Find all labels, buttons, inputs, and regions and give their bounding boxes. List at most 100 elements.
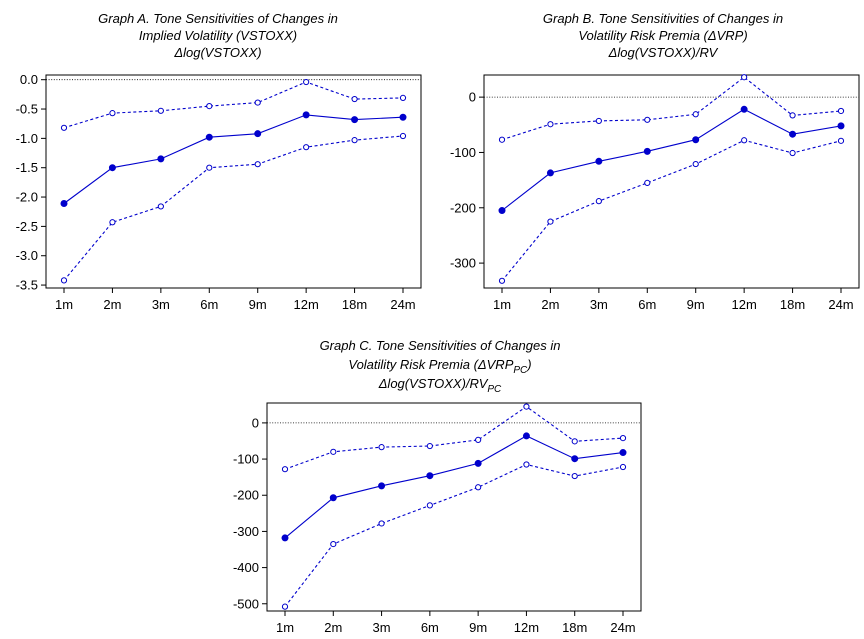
graph-c-upper-point [378, 444, 385, 451]
graph-c-upper-line [284, 405, 624, 470]
graph-a-y-tick-label: -2.5 [16, 219, 38, 234]
graph-a-lower-line [63, 135, 404, 281]
graph-b-x-tick-label: 1m [493, 297, 511, 312]
graph-c-y-tick-label: -400 [233, 560, 259, 575]
graph-a-x-tick-label: 12m [293, 297, 318, 312]
graph-b-estimate-point [498, 207, 506, 215]
graph-c-estimate-point [619, 449, 627, 457]
graph-a-x-tick-label: 1m [55, 297, 73, 312]
graph-a-y-tick-label: -2.0 [16, 190, 38, 205]
graph-c-upper-point [330, 448, 337, 455]
graph-b-estimate-point [595, 157, 603, 165]
graph-c-y-tick-label: -500 [233, 596, 259, 611]
graph-b-x-tick-label: 12m [731, 297, 756, 312]
graph-a-x-tick-label: 18m [342, 297, 367, 312]
graph-b-x-tick-label: 18m [780, 297, 805, 312]
graph-a-estimate-line [63, 114, 404, 204]
graph-b-estimate-point [789, 130, 797, 138]
graph-a-estimate-point [351, 116, 359, 124]
graph-c-upper-point [619, 434, 627, 442]
graph-a-estimate-point [205, 133, 213, 141]
graph-c-title-line-2-main: Volatility Risk Premia (ΔVRP [348, 357, 513, 372]
graph-b-y-tick-label: 0 [469, 90, 476, 105]
graph-a-upper-point [254, 99, 261, 106]
graph-c-estimate-point [474, 459, 482, 467]
graph-b-x-tick-label: 2m [541, 297, 559, 312]
graph-a-upper-line [63, 81, 404, 129]
graph-b-upper-point [547, 121, 554, 128]
graph-a-upper-point [109, 110, 116, 117]
graph-c-estimate-point [426, 472, 434, 480]
graph-a-estimate-point [254, 130, 262, 138]
graph-c-lower-point [619, 463, 627, 471]
graph-b-upper-point [837, 107, 845, 115]
graph-a-upper-point [206, 102, 213, 110]
graph-b-estimate-point [837, 122, 845, 130]
graph-c-upper-point [426, 442, 433, 450]
graph-a-upper-point [157, 107, 164, 114]
graph-c-upper-point [523, 403, 530, 410]
graph-a-x-tick-label: 9m [249, 297, 267, 312]
graph-c-estimate-point [378, 482, 386, 490]
graph-a-y-tick-label: -1.0 [16, 131, 38, 146]
graph-c-title-line-3-main: Δlog(VSTOXX)/RV [378, 376, 489, 391]
graph-a-y-tick-label: 0.0 [20, 72, 38, 87]
graph-c-lower-point [426, 502, 433, 509]
graph-a-x-tick-label: 3m [152, 297, 170, 312]
graph-b-estimate-line [501, 108, 842, 211]
graph-b-lower-point [692, 160, 699, 168]
graph-c-estimate-point [571, 455, 579, 463]
graph-a-lower-point [351, 137, 358, 144]
graph-a: Graph A. Tone Sensitivities of Changes i… [16, 11, 422, 312]
graph-b-y-tick-label: -200 [450, 200, 476, 215]
graph-a-estimate-point [60, 200, 68, 208]
graph-c-estimate-line [284, 435, 624, 539]
graph-b-estimate-point [643, 147, 651, 155]
graph-a-lower-point [206, 164, 213, 171]
graph-b-x-tick-label: 9m [687, 297, 705, 312]
graph-a-estimate-point [108, 164, 116, 172]
graph-a-lower-point [60, 277, 68, 284]
graph-c-lower-line [284, 463, 624, 608]
graph-c-x-tick-label: 1m [276, 620, 294, 635]
graph-c-x-tick-label: 3m [373, 620, 391, 635]
graph-a-y-tick-label: -3.0 [16, 248, 38, 263]
graph-b-lower-point [547, 218, 554, 225]
graph-b-x-tick-label: 24m [828, 297, 853, 312]
graph-c-y-tick-label: 0 [252, 415, 259, 430]
graph-c-x-tick-label: 6m [421, 620, 439, 635]
graph-c-lower-point [378, 520, 385, 527]
graph-c-title-line-3-subscript: PC [487, 384, 502, 395]
graph-b-title-line-1: Graph B. Tone Sensitivities of Changes i… [543, 11, 783, 26]
graph-c-x-tick-label: 18m [562, 620, 587, 635]
graph-a-y-tick-label: -1.5 [16, 160, 38, 175]
graph-b-y-tick-label: -100 [450, 145, 476, 160]
graph-c-title-line-1: Graph C. Tone Sensitivities of Changes i… [320, 338, 561, 353]
graph-c-title-line-2-subscript: PC [513, 365, 528, 376]
graph-b-lower-point [498, 277, 506, 284]
graph-c-lower-point [571, 472, 578, 480]
graph-b: Graph B. Tone Sensitivities of Changes i… [450, 11, 860, 312]
graph-c-title-line-2: Volatility Risk Premia (ΔVRPPC) [348, 357, 531, 376]
graph-c-lower-point [330, 540, 337, 548]
graph-b-upper-point [595, 117, 602, 125]
graph-b-lower-point [595, 198, 602, 205]
graph-a-lower-point [254, 161, 261, 168]
graph-a-lower-point [157, 203, 164, 210]
graph-b-lower-point [789, 149, 796, 157]
graph-b-plot-frame [483, 74, 860, 289]
graph-a-title-line-2: Implied Volatility (VSTOXX) [139, 28, 297, 43]
graph-a-upper-point [60, 124, 68, 131]
graph-c-x-tick-label: 9m [469, 620, 487, 635]
graph-b-upper-point [498, 136, 506, 143]
graph-a-upper-point [399, 94, 407, 101]
graph-c: Graph C. Tone Sensitivities of Changes i… [233, 338, 642, 635]
graph-b-upper-line [501, 76, 842, 141]
graph-a-estimate-point [157, 155, 165, 163]
graph-b-x-tick-label: 6m [638, 297, 656, 312]
graph-b-estimate-point [740, 105, 748, 113]
graph-c-y-tick-label: -300 [233, 524, 259, 539]
graph-c-y-tick-label: -200 [233, 488, 259, 503]
graph-b-estimate-point [692, 136, 700, 144]
